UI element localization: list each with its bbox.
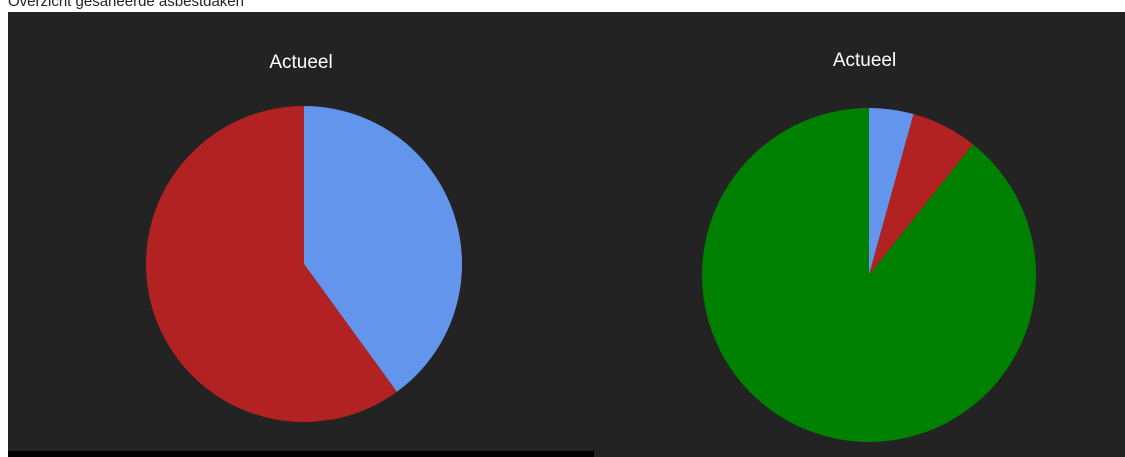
pie-chart-left <box>145 106 462 422</box>
pie-slice-1-1[interactable] <box>869 114 974 275</box>
chart-panel-right: Actueel <box>594 12 1125 457</box>
pie-slice-1-0[interactable] <box>869 108 914 275</box>
pie-slice-0-1[interactable] <box>145 106 397 422</box>
chart-title-left: Actueel <box>269 52 333 73</box>
pie-slice-1-2[interactable] <box>702 108 1037 442</box>
pie-chart-right <box>702 108 1037 442</box>
page-heading: Overzicht gesaneerde asbestdaken <box>8 0 244 10</box>
chart-panel-left: Actueel <box>8 12 594 457</box>
chart-title-right: Actueel <box>832 50 897 71</box>
pie-slice-0-0[interactable] <box>304 106 462 392</box>
footer-bar <box>8 451 594 457</box>
